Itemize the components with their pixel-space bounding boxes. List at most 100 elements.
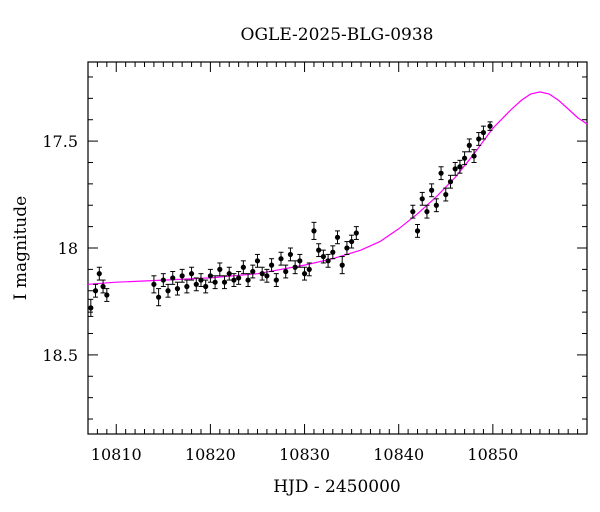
data-point bbox=[287, 247, 294, 262]
data-point bbox=[231, 273, 237, 287]
model-curve bbox=[88, 91, 587, 285]
data-point bbox=[165, 283, 171, 298]
point-marker bbox=[160, 277, 166, 283]
point-marker bbox=[104, 292, 110, 298]
point-marker bbox=[240, 264, 246, 270]
data-point bbox=[334, 230, 341, 245]
point-marker bbox=[88, 305, 94, 311]
point-marker bbox=[301, 271, 308, 277]
data-point bbox=[414, 223, 421, 238]
data-point bbox=[264, 268, 270, 283]
point-marker bbox=[96, 271, 102, 277]
y-tick-labels: 17.5 18 18.5 bbox=[42, 132, 78, 365]
data-point bbox=[259, 266, 265, 281]
point-marker bbox=[487, 123, 493, 129]
data-point bbox=[179, 268, 185, 283]
data-point bbox=[217, 262, 223, 277]
data-point bbox=[268, 258, 275, 273]
point-marker bbox=[320, 253, 326, 260]
data-point bbox=[297, 253, 303, 268]
point-marker bbox=[198, 277, 204, 283]
point-marker bbox=[311, 228, 317, 234]
point-marker bbox=[476, 136, 482, 142]
data-point bbox=[330, 245, 336, 260]
x-tick-labels: 10810 10820 10830 10840 10850 bbox=[91, 445, 519, 464]
point-marker bbox=[457, 164, 463, 170]
y-axis-label: I magnitude bbox=[11, 196, 31, 300]
point-marker bbox=[174, 286, 181, 292]
data-point bbox=[466, 138, 472, 153]
data-point bbox=[184, 279, 190, 294]
x-tick-label: 10850 bbox=[467, 445, 518, 464]
point-marker bbox=[170, 275, 176, 281]
data-point bbox=[487, 121, 493, 131]
data-point bbox=[254, 253, 261, 268]
data-point bbox=[236, 271, 242, 285]
data-point bbox=[92, 283, 99, 298]
data-point bbox=[245, 273, 251, 287]
data-point bbox=[353, 226, 359, 240]
point-marker bbox=[410, 209, 416, 215]
data-point bbox=[462, 151, 468, 166]
point-marker bbox=[306, 266, 312, 272]
data-point bbox=[349, 234, 355, 249]
data-point bbox=[480, 125, 487, 140]
data-point bbox=[88, 298, 94, 317]
x-tick-label: 10840 bbox=[373, 445, 424, 464]
point-marker bbox=[471, 153, 477, 159]
data-point bbox=[250, 264, 256, 279]
data-point bbox=[170, 271, 176, 285]
point-marker bbox=[330, 249, 336, 255]
point-marker bbox=[480, 129, 487, 136]
data-point bbox=[96, 266, 102, 281]
data-point bbox=[160, 273, 166, 287]
point-marker bbox=[287, 251, 294, 258]
data-point bbox=[320, 249, 326, 264]
y-tick-label: 18 bbox=[58, 239, 78, 258]
data-point bbox=[240, 260, 246, 275]
point-marker bbox=[151, 281, 157, 287]
data-point bbox=[452, 161, 458, 176]
point-marker bbox=[438, 170, 444, 176]
data-point bbox=[471, 149, 477, 163]
data-point bbox=[203, 279, 209, 294]
data-point bbox=[292, 260, 298, 275]
point-marker bbox=[92, 288, 99, 294]
point-marker bbox=[334, 234, 341, 240]
point-marker bbox=[179, 273, 185, 279]
point-marker bbox=[419, 196, 425, 202]
point-marker bbox=[414, 228, 421, 234]
data-point bbox=[457, 159, 463, 174]
point-marker bbox=[353, 230, 359, 236]
data-point bbox=[424, 204, 430, 219]
point-marker bbox=[207, 273, 213, 279]
y-tick-label: 18.5 bbox=[42, 346, 78, 365]
data-point bbox=[212, 275, 218, 290]
data-point bbox=[476, 132, 482, 146]
point-marker bbox=[462, 155, 468, 161]
data-point bbox=[447, 174, 454, 189]
data-point bbox=[301, 266, 308, 281]
model-line bbox=[88, 91, 587, 285]
x-axis-label: HJD - 2450000 bbox=[273, 477, 401, 497]
x-tick-label: 10820 bbox=[185, 445, 236, 464]
point-marker bbox=[466, 142, 472, 148]
data-point bbox=[207, 268, 213, 283]
point-marker bbox=[316, 247, 322, 253]
data-point bbox=[156, 288, 162, 307]
data-points bbox=[88, 121, 493, 317]
data-point bbox=[443, 187, 449, 202]
data-point bbox=[419, 191, 425, 206]
point-marker bbox=[221, 279, 228, 285]
point-marker bbox=[165, 288, 171, 294]
data-point bbox=[273, 273, 279, 287]
point-marker bbox=[259, 271, 265, 277]
point-marker bbox=[292, 264, 298, 270]
axis-ticks bbox=[87, 62, 588, 434]
data-point bbox=[174, 281, 181, 296]
data-point bbox=[438, 166, 444, 181]
point-marker bbox=[217, 266, 223, 272]
point-marker bbox=[283, 268, 289, 275]
data-point bbox=[188, 266, 195, 281]
data-point bbox=[306, 262, 312, 277]
